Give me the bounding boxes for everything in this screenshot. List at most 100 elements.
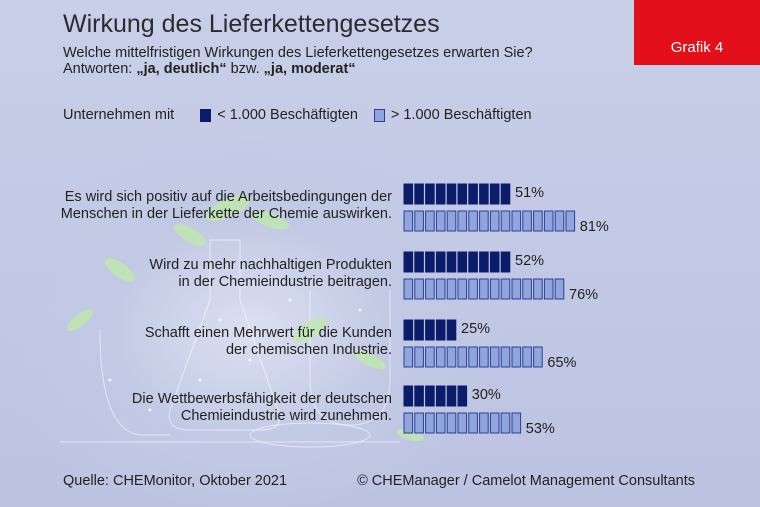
category-label: Schafft einen Mehrwert für die Kunden der… <box>42 325 392 359</box>
bar-segment <box>446 385 457 407</box>
value-label: 65% <box>547 355 576 371</box>
bar-segment <box>446 346 457 368</box>
bar-segment <box>522 346 532 368</box>
bar-small-companies <box>403 251 511 273</box>
legend-swatch-large <box>373 108 385 122</box>
legend-label-small: < 1.000 Beschäftigten <box>217 107 358 123</box>
answers-prefix: Antworten: <box>63 61 137 77</box>
bar-segment <box>533 278 543 300</box>
value-label: 53% <box>526 421 555 437</box>
copyright-note: © CHEManager / Camelot Management Consul… <box>357 473 695 489</box>
bar-segment <box>414 251 424 273</box>
bar-segment <box>457 210 468 232</box>
bar-segment <box>435 251 446 273</box>
category-label-line: Menschen in der Lieferkette der Chemie a… <box>60 206 392 222</box>
answers-mid: bzw. <box>226 61 264 77</box>
legend: Unternehmen mit < 1.000 Beschäftigten > … <box>63 107 532 123</box>
bar-segment <box>468 210 478 232</box>
bar-segment <box>533 346 543 368</box>
bar-segment <box>533 210 543 232</box>
bar-segment <box>457 346 468 368</box>
source-note: Quelle: CHEMonitor, Oktober 2021 <box>63 473 288 489</box>
bar-segment <box>425 183 435 205</box>
bar-small-companies <box>403 319 457 341</box>
bar-segment <box>414 385 424 407</box>
bar-segment <box>446 183 457 205</box>
bar-segment <box>479 278 489 300</box>
bar-segment <box>457 278 468 300</box>
category-label: Wird zu mehr nachhaltigen Produkten in de… <box>42 257 392 291</box>
bar-segment <box>479 346 489 368</box>
bar-segment <box>435 210 446 232</box>
bar-segment <box>446 319 457 341</box>
bar-segment <box>457 412 468 434</box>
bar-segment <box>511 412 522 434</box>
bar-segment <box>414 210 424 232</box>
bar-segment <box>425 412 435 434</box>
bar-segment <box>435 319 446 341</box>
bar-segment <box>511 278 522 300</box>
bar-segment <box>403 251 414 273</box>
value-label: 81% <box>580 219 609 235</box>
subtitle-answers: Antworten: „ja, deutlich“ bzw. „ja, mode… <box>63 61 533 77</box>
chart-subtitle: Welche mittelfristigen Wirkungen des Lie… <box>63 45 533 77</box>
bar-segment <box>511 210 522 232</box>
bar-segment <box>565 210 576 232</box>
bar-segment <box>543 210 554 232</box>
bar-segment <box>489 412 500 434</box>
bar-segment <box>414 319 424 341</box>
bar-segment <box>425 278 435 300</box>
bar-segment <box>479 210 489 232</box>
bar-segment <box>446 251 457 273</box>
bar-segment <box>425 385 435 407</box>
bar-small-companies <box>403 183 511 205</box>
bar-segment <box>457 385 468 407</box>
category-label-line: Chemieindustrie wird zunehmen. <box>180 408 392 424</box>
bar-segment <box>479 251 489 273</box>
category-label-line: in der Chemieindustrie beitragen. <box>178 274 392 290</box>
lab-glassware-illustration <box>60 194 424 448</box>
category-label-line: Schafft einen Mehrwert für die Kunden <box>144 325 392 341</box>
bar-segment <box>403 210 414 232</box>
chart-title: Wirkung des Lieferkettengesetzes <box>63 10 440 38</box>
bar-segment <box>500 251 511 273</box>
answer-a: „ja, deutlich“ <box>136 61 227 77</box>
legend-swatch-small <box>200 108 212 122</box>
category-label-line: Die Wettbewerbsfähigkeit der deutschen <box>131 391 392 407</box>
bar-segment <box>489 251 500 273</box>
value-label: 51% <box>515 185 544 201</box>
bar-segment <box>414 346 424 368</box>
bar-segment <box>435 385 446 407</box>
bar-segment <box>414 278 424 300</box>
bar-segment <box>468 412 478 434</box>
legend-prefix: Unternehmen mit <box>63 107 175 123</box>
category-label-line: Wird zu mehr nachhaltigen Produkten <box>149 257 392 273</box>
subtitle-question: Welche mittelfristigen Wirkungen des Lie… <box>63 45 533 61</box>
bar-segment <box>543 278 554 300</box>
bar-segment <box>500 210 511 232</box>
bar-segment <box>403 346 414 368</box>
bar-large-companies <box>403 346 543 368</box>
bar-segment <box>522 210 532 232</box>
bar-segment <box>489 210 500 232</box>
value-label: 76% <box>569 287 598 303</box>
bar-large-companies <box>403 278 565 300</box>
bar-segment <box>457 251 468 273</box>
bar-segment <box>479 183 489 205</box>
bar-segment <box>446 210 457 232</box>
bar-segment <box>500 278 511 300</box>
bar-small-companies <box>403 385 468 407</box>
bar-segment <box>500 183 511 205</box>
value-label: 25% <box>461 321 490 337</box>
bar-segment <box>425 251 435 273</box>
bar-segment <box>446 412 457 434</box>
bar-segment <box>403 183 414 205</box>
category-label-line: Es wird sich positiv auf die Arbeitsbedi… <box>64 189 392 205</box>
bar-segment <box>403 412 414 434</box>
bar-segment <box>425 210 435 232</box>
bar-large-companies <box>403 210 576 232</box>
bar-segment <box>435 278 446 300</box>
legend-label-large: > 1.000 Beschäftigten <box>390 107 532 123</box>
bar-segment <box>435 183 446 205</box>
